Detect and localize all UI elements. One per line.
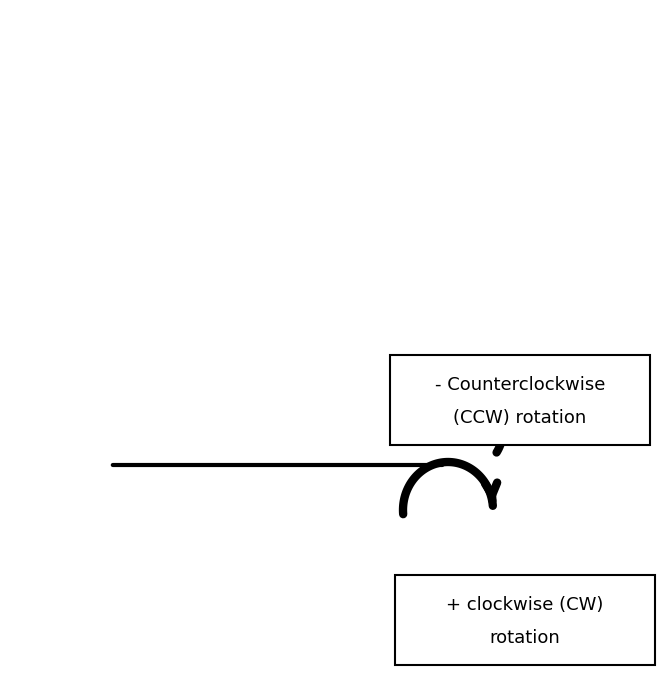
Text: - Counterclockwise: - Counterclockwise [435,375,605,394]
Text: rotation: rotation [490,629,560,647]
FancyBboxPatch shape [395,575,655,665]
Text: + clockwise (CW): + clockwise (CW) [446,596,604,614]
Text: (CCW) rotation: (CCW) rotation [453,409,587,427]
FancyBboxPatch shape [390,355,650,445]
